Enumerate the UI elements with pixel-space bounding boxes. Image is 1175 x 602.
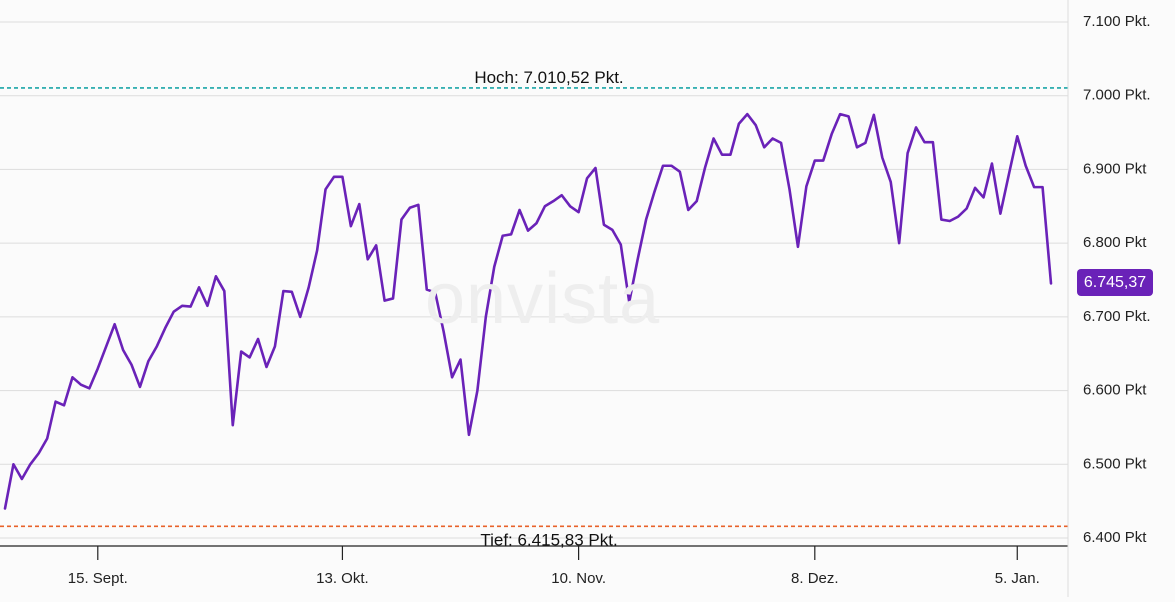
last-value-badge: 6.745,37	[1077, 269, 1153, 297]
series-layer	[3, 112, 1053, 510]
y-axis: 7.100 Pkt. 7.000 Pkt. 6.900 Pkt 6.800 Pkt 6.…	[1067, 0, 1151, 597]
x-tick-label: 5. Jan.	[995, 570, 1040, 587]
y-tick-label: 6.900 Pkt	[1083, 160, 1147, 177]
series-line	[3, 112, 1053, 510]
y-tick-label: 6.700 Pkt.	[1083, 308, 1151, 325]
y-tick-label: 6.600 Pkt	[1083, 382, 1147, 399]
y-tick-label: 6.800 Pkt	[1083, 234, 1147, 251]
low-label: Tief: 6.415,83 Pkt.	[480, 530, 617, 549]
x-tick-label: 10. Nov.	[551, 570, 606, 587]
high-label: Hoch: 7.010,52 Pkt.	[474, 68, 623, 87]
reference-lines: Hoch: 7.010,52 Pkt. Tief: 6.415,83 Pkt.	[0, 68, 1068, 549]
y-tick-label: 7.000 Pkt.	[1083, 87, 1151, 104]
x-tick-label: 13. Okt.	[316, 570, 369, 587]
grid-lines	[0, 21, 1068, 539]
x-tick-label: 15. Sept.	[68, 570, 128, 587]
y-tick-label: 6.400 Pkt	[1083, 529, 1147, 546]
x-axis: 15. Sept.13. Okt.10. Nov.8. Dez.5. Jan.2…	[0, 545, 1068, 587]
x-tick-label: 8. Dez.	[791, 570, 839, 587]
y-tick-label: 6.500 Pkt	[1083, 455, 1147, 472]
y-tick-label: 7.100 Pkt.	[1083, 13, 1151, 30]
